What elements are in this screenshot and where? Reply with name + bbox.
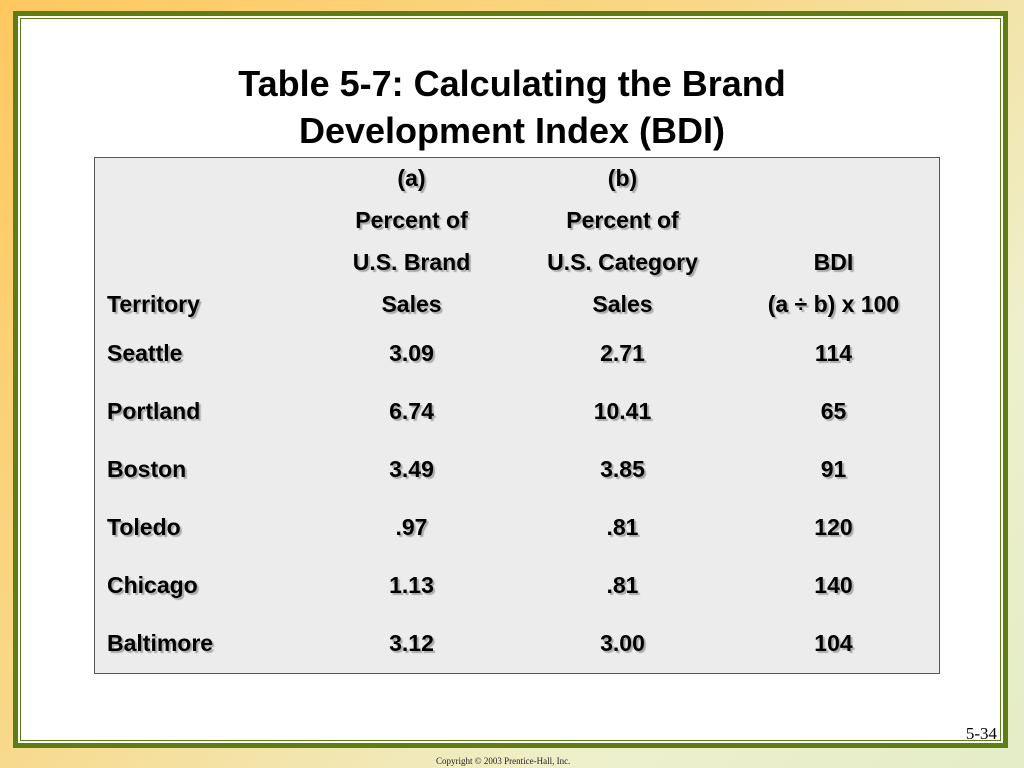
header-row: Territory Sales Sales (a ÷ b) x 100 — [95, 283, 940, 325]
table-row-cell: Boston — [107, 456, 187, 483]
table-row: Portland 6.74 10.41 65 — [95, 383, 940, 441]
header-row-cell — [95, 200, 307, 242]
table-row-cell: 10.41 — [593, 398, 652, 425]
table-row-cell: 3.49 — [389, 456, 434, 483]
table-row-cell: 2.71 — [600, 340, 645, 367]
table-row-cell: 3.00 — [600, 630, 645, 657]
table-row-cell: .81 — [606, 572, 639, 599]
table-row-cell: 3.85 — [600, 456, 645, 483]
bdi-table: (a) (b) Percent of Percent of U.S. Brand U.S.… — [94, 157, 940, 674]
slide-title: Table 5-7: Calculating the Brand Develop… — [0, 60, 1024, 154]
table-row: Boston 3.49 3.85 91 — [95, 441, 940, 499]
table-row-cell: 1.13 — [389, 572, 434, 599]
header-row-cell: (b) — [607, 165, 638, 192]
header-row: Percent of Percent of — [95, 200, 940, 242]
table-row: Chicago 1.13 .81 140 — [95, 557, 940, 615]
table-row-cell: 120 — [814, 514, 853, 541]
title-line-2: Development Index (BDI) — [298, 110, 726, 151]
title-line-1: Table 5-7: Calculating the Brand — [238, 63, 786, 104]
table-row-cell: 3.12 — [389, 630, 434, 657]
header-row-cell: (a) — [397, 165, 426, 192]
table-row: Toledo .97 .81 120 — [95, 499, 940, 557]
table-row: Baltimore 3.12 3.00 104 — [95, 615, 940, 674]
table-row-cell: Toledo — [107, 514, 181, 541]
table-row-cell: 91 — [820, 456, 847, 483]
table-row-cell: 6.74 — [389, 398, 434, 425]
header-row: (a) (b) — [95, 158, 940, 200]
header-row-cell: Percent of — [566, 207, 679, 234]
table-row-cell: Chicago — [107, 572, 198, 599]
table-row-cell: .97 — [395, 514, 428, 541]
header-row-cell: U.S. Category — [547, 248, 698, 275]
table-row-cell: Portland — [107, 398, 201, 425]
header-row-cell: Percent of — [355, 207, 468, 234]
table-row-cell: 114 — [814, 340, 853, 367]
table-row-cell: Baltimore — [107, 630, 214, 657]
header-row-cell: U.S. Brand — [352, 248, 471, 275]
copyright: Copyright © 2003 Prentice-Hall, Inc. — [436, 756, 571, 766]
table-row-cell: 104 — [814, 630, 853, 657]
header-row-cell: (a ÷ b) x 100 — [767, 290, 900, 317]
table-row: Seattle 3.09 2.71 114 — [95, 325, 940, 383]
table-row-cell: 65 — [820, 398, 847, 425]
header-row: U.S. Brand U.S. Category BDI — [95, 241, 940, 283]
table-row-cell: Seattle — [107, 340, 183, 367]
header-row-cell — [728, 158, 940, 200]
header-row-cell: BDI — [813, 248, 854, 275]
header-row-cell — [95, 158, 307, 200]
header-row-cell: Territory — [107, 290, 200, 317]
page-number: 5-34 — [965, 724, 997, 743]
header-row-cell — [95, 241, 307, 283]
header-row-cell: Sales — [381, 290, 442, 317]
table-row-cell: 140 — [814, 572, 853, 599]
header-row-cell: Sales — [592, 290, 653, 317]
table-row-cell: 3.09 — [389, 340, 434, 367]
table-row-cell: .81 — [606, 514, 639, 541]
header-row-cell — [728, 200, 940, 242]
